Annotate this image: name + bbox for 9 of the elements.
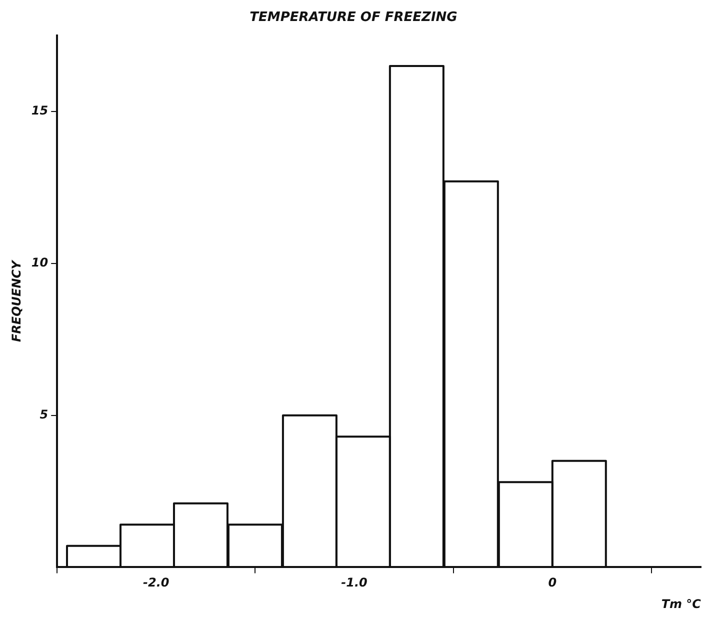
chart-title: TEMPERATURE OF FREEZING bbox=[250, 10, 458, 26]
y-tick-label: 5 bbox=[40, 407, 48, 422]
y-tick-label: 15 bbox=[31, 104, 48, 118]
x-tick-label: -1.0 bbox=[341, 576, 368, 590]
y-tick-label: 10 bbox=[31, 256, 48, 270]
y-axis-title: FREQUENCY bbox=[9, 259, 24, 342]
x-axis-title: Tm °C bbox=[661, 596, 702, 611]
x-tick-label: 0 bbox=[548, 576, 557, 590]
x-tick-label: -2.0 bbox=[143, 576, 170, 590]
